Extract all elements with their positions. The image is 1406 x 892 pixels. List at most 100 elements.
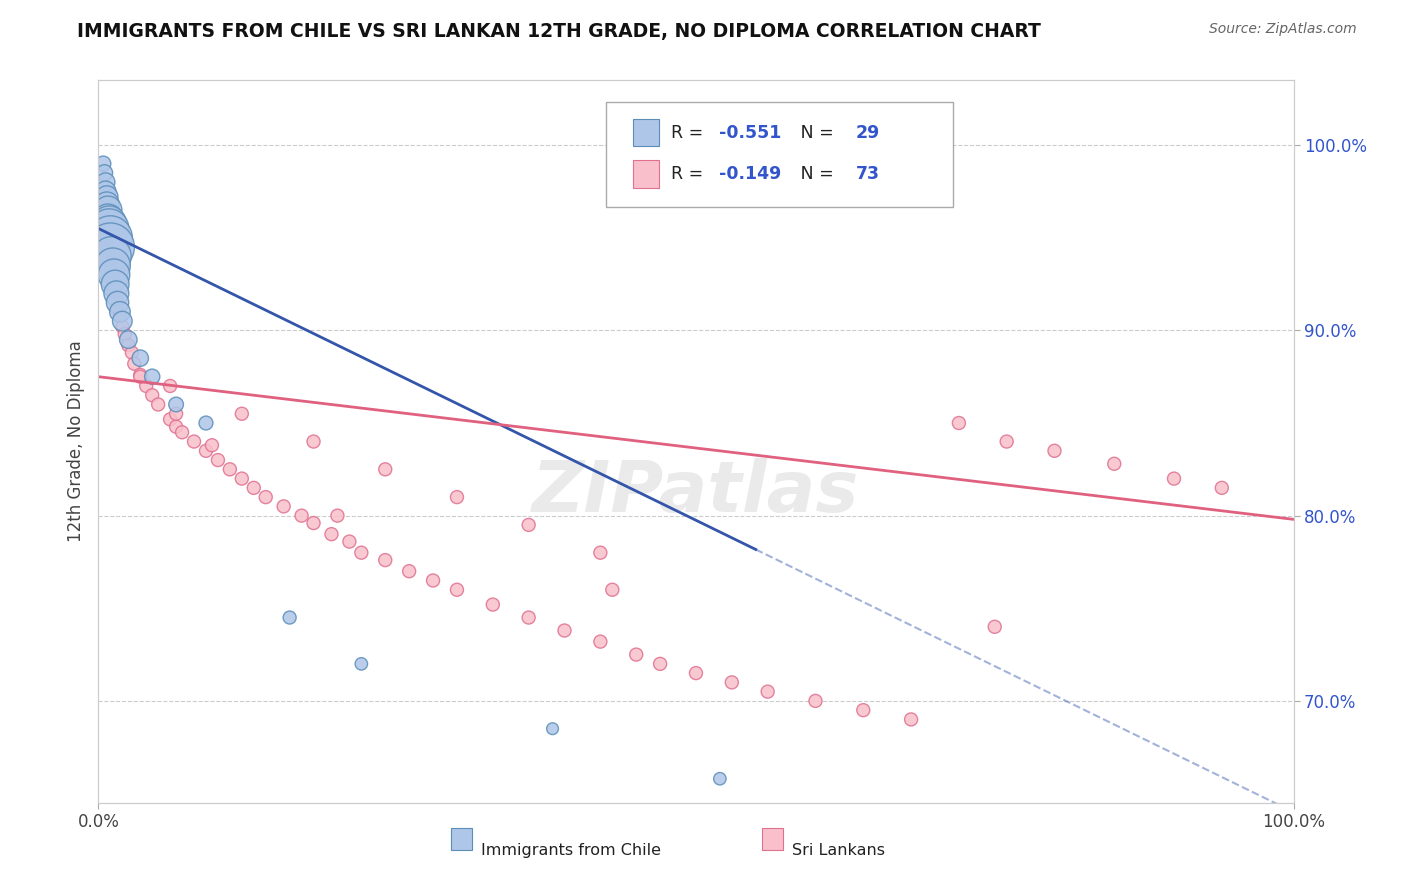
Point: [100, 264, 122, 278]
Text: Source: ZipAtlas.com: Source: ZipAtlas.com: [1209, 22, 1357, 37]
Point: [517, 610, 540, 624]
Point: [852, 703, 875, 717]
Point: [96, 190, 118, 204]
FancyBboxPatch shape: [633, 161, 659, 188]
Point: [626, 648, 648, 662]
Point: [446, 490, 468, 504]
Point: [98, 231, 122, 245]
Point: [93, 166, 115, 180]
Text: -0.551: -0.551: [718, 124, 782, 142]
Point: [111, 314, 134, 328]
Point: [94, 175, 117, 189]
Point: [141, 369, 163, 384]
Point: [1104, 457, 1126, 471]
Point: [374, 462, 396, 476]
Point: [98, 221, 121, 235]
Y-axis label: 12th Grade, No Diploma: 12th Grade, No Diploma: [67, 341, 86, 542]
Point: [96, 197, 118, 211]
Point: [129, 368, 152, 382]
Point: [1211, 481, 1233, 495]
Point: [446, 582, 468, 597]
Text: 29: 29: [856, 124, 880, 142]
Point: [302, 516, 325, 530]
Point: [98, 252, 122, 267]
FancyBboxPatch shape: [451, 828, 472, 850]
Point: [321, 527, 343, 541]
Point: [159, 379, 181, 393]
Point: [93, 212, 115, 227]
Point: [374, 553, 396, 567]
Point: [1163, 472, 1185, 486]
Point: [165, 419, 187, 434]
Text: R =: R =: [671, 124, 709, 142]
FancyBboxPatch shape: [762, 828, 783, 850]
Point: [709, 772, 731, 786]
Point: [995, 434, 1018, 449]
Point: [129, 351, 152, 366]
FancyBboxPatch shape: [633, 119, 659, 146]
Point: [900, 713, 922, 727]
Text: -0.149: -0.149: [718, 165, 780, 183]
Point: [350, 657, 373, 671]
Point: [541, 722, 564, 736]
Point: [756, 684, 779, 698]
Point: [97, 240, 120, 254]
Text: Immigrants from Chile: Immigrants from Chile: [481, 843, 661, 857]
Point: [91, 156, 114, 170]
Point: [111, 319, 134, 334]
Point: [121, 345, 143, 359]
Point: [948, 416, 970, 430]
Point: [339, 534, 361, 549]
Point: [103, 283, 125, 297]
Point: [648, 657, 672, 671]
Point: [302, 434, 325, 449]
Point: [273, 500, 295, 514]
Point: [148, 397, 170, 411]
Point: [91, 202, 114, 217]
Point: [94, 185, 117, 199]
Point: [98, 216, 121, 230]
Text: N =: N =: [785, 165, 839, 183]
Point: [105, 286, 128, 301]
FancyBboxPatch shape: [606, 102, 953, 207]
Point: [207, 453, 229, 467]
Point: [278, 610, 301, 624]
Point: [117, 333, 139, 347]
Point: [124, 357, 146, 371]
Point: [105, 290, 128, 304]
Point: [183, 434, 205, 449]
Point: [721, 675, 744, 690]
Point: [195, 416, 218, 430]
Point: [101, 271, 124, 285]
Point: [398, 564, 420, 578]
Point: [107, 295, 129, 310]
Point: [326, 508, 349, 523]
Point: [104, 277, 127, 291]
Text: ZIPatlas: ZIPatlas: [533, 458, 859, 526]
Point: [107, 301, 129, 315]
Text: R =: R =: [671, 165, 709, 183]
Text: Sri Lankans: Sri Lankans: [792, 843, 884, 857]
Point: [589, 546, 612, 560]
Point: [1043, 443, 1066, 458]
Point: [685, 666, 707, 681]
Point: [231, 407, 253, 421]
Point: [172, 425, 194, 440]
Point: [291, 508, 314, 523]
Point: [97, 212, 120, 227]
Point: [422, 574, 444, 588]
Point: [108, 305, 131, 319]
Point: [517, 517, 540, 532]
Point: [141, 388, 163, 402]
Point: [165, 407, 187, 421]
Point: [159, 412, 181, 426]
Point: [117, 338, 139, 352]
Point: [96, 231, 118, 245]
Point: [94, 221, 117, 235]
Point: [243, 481, 266, 495]
Point: [97, 202, 120, 217]
Point: [98, 249, 121, 263]
Text: IMMIGRANTS FROM CHILE VS SRI LANKAN 12TH GRADE, NO DIPLOMA CORRELATION CHART: IMMIGRANTS FROM CHILE VS SRI LANKAN 12TH…: [77, 22, 1042, 41]
Point: [201, 438, 224, 452]
Point: [135, 379, 157, 393]
